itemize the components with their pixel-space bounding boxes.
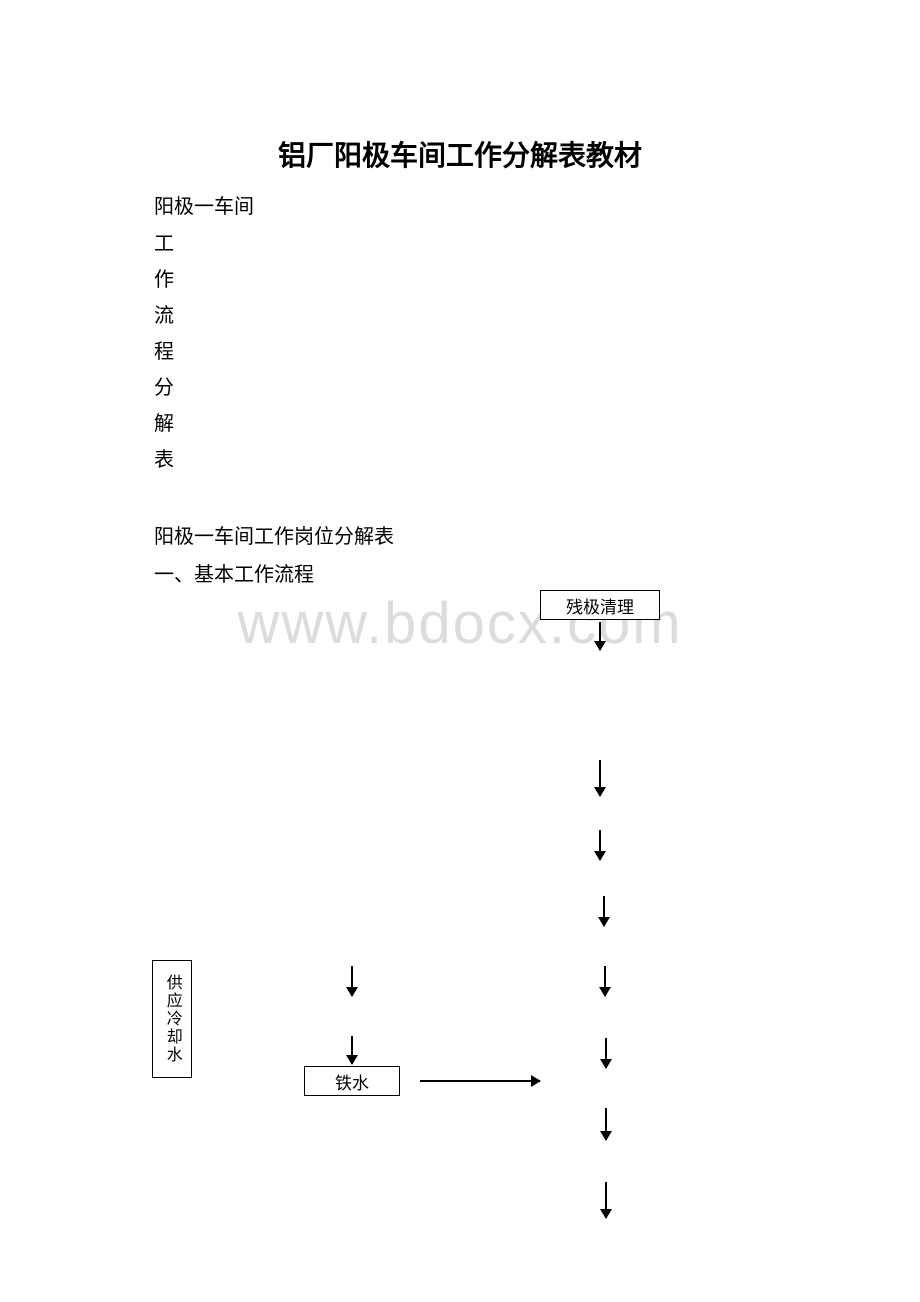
arrow-down-icon: [599, 830, 601, 860]
arrow-down-icon: [351, 1036, 353, 1064]
flowchart-node-gongyinglengqueshui: 供应冷却水: [152, 960, 192, 1078]
arrow-down-icon: [605, 1182, 607, 1218]
arrow-down-icon: [599, 760, 601, 796]
vertical-char: 流: [154, 298, 174, 334]
arrow-down-icon: [605, 1108, 607, 1140]
vertical-char: 表: [154, 442, 174, 478]
arrow-down-icon: [604, 966, 606, 996]
arrow-down-icon: [605, 1038, 607, 1068]
vertical-char: 作: [154, 262, 174, 298]
arrow-down-icon: [603, 896, 605, 926]
subtitle: 阳极一车间: [154, 190, 254, 219]
section-heading: 阳极一车间工作岗位分解表: [154, 520, 394, 549]
page-title: 铝厂阳极车间工作分解表教材: [0, 134, 920, 174]
flowchart-node-tieshui: 铁水: [304, 1066, 400, 1096]
vertical-char: 分: [154, 370, 174, 406]
arrow-right-icon: [420, 1080, 540, 1082]
section-heading: 一、基本工作流程: [154, 558, 314, 587]
vertical-char: 程: [154, 334, 174, 370]
vertical-char: 解: [154, 406, 174, 442]
arrow-down-icon: [351, 966, 353, 996]
arrow-down-icon: [599, 622, 601, 650]
document-page: www.bdocx.com 铝厂阳极车间工作分解表教材 阳极一车间 工 作 流 …: [0, 0, 920, 1302]
flowchart-node-canjiqingli: 残极清理: [540, 590, 660, 620]
vertical-char: 工: [154, 226, 174, 262]
